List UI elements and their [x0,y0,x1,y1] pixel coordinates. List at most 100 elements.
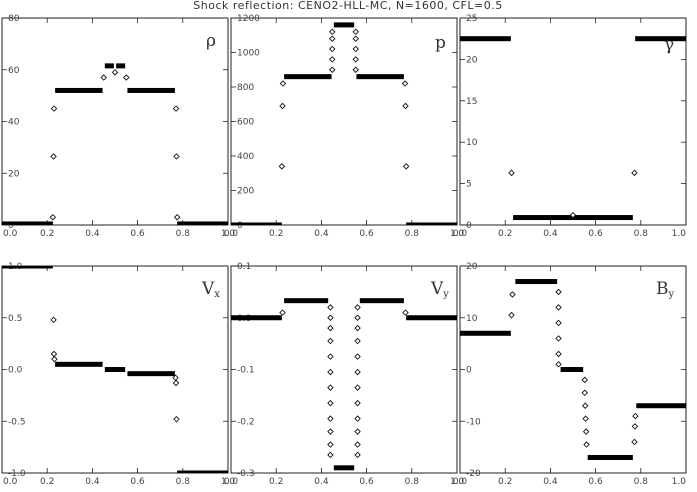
y-tick-label: -0.3 [237,469,255,479]
y-tick-label: 10 [466,314,478,324]
data-point [352,35,359,42]
data-segment [284,298,329,304]
plot-frame [230,265,458,474]
y-tick-label: -0.1 [237,366,255,376]
figure-title: Shock reflection: CENO2-HLL-MC, N=1600, … [193,0,502,12]
y-tick-label: 0 [466,221,472,231]
data-segment [515,279,558,285]
x-tick-label: 1.0 [221,477,236,487]
data-point [581,402,589,409]
plot-frame [1,17,229,226]
data-segment [2,266,53,269]
data-series [2,266,228,473]
x-tick-label: 0.2 [498,477,512,487]
data-point [50,105,58,112]
data-point [51,355,58,363]
x-tick-label: 0.6 [588,229,603,239]
data-point [329,28,336,36]
x-tick-label: 0.6 [359,229,374,239]
data-point [569,211,577,219]
data-point [329,66,336,73]
data-point [402,163,410,170]
data-segment [635,36,686,42]
data-point [327,399,334,407]
data-point [631,438,638,446]
y-tick-label: 800 [237,83,254,93]
data-point [327,415,334,422]
x-tick-label: 0.8 [634,229,649,239]
data-point [555,350,562,358]
x-tick-label: 1.0 [450,229,465,239]
data-segment [359,298,404,304]
x-tick-label: 0.4 [314,477,329,487]
plot-frame [230,17,458,226]
y-tick-label: 0 [466,366,472,376]
data-point [279,80,287,87]
data-point [327,428,334,435]
x-tick-label: 0.2 [269,229,283,239]
y-tick-label: 15 [466,97,477,107]
data-point [123,74,130,81]
data-point [509,291,516,298]
data-point [172,105,180,112]
data-point [111,69,119,76]
data-point [327,304,334,311]
data-point [354,441,361,448]
data-point [582,415,589,422]
data-segment [460,330,511,336]
data-point [352,45,359,53]
panel-label: Vx [201,279,220,300]
data-point [352,56,359,63]
y-tick-label: -1.0 [8,469,26,479]
x-tick-label: 0.8 [634,477,649,487]
data-point [354,399,361,407]
data-point [173,415,180,423]
data-segment [127,371,175,377]
data-point [583,441,590,448]
data-series [460,36,686,221]
y-tick-label: 20 [466,55,478,65]
data-point [50,316,57,324]
data-point [582,428,590,435]
x-tick-label: 0.2 [498,229,512,239]
x-tick-label: 1.0 [221,229,236,239]
data-point [354,314,361,321]
data-point [354,384,361,391]
data-segment [636,403,686,409]
y-tick-label: -0.2 [237,417,255,427]
data-point [327,451,334,459]
data-point [329,35,336,42]
x-tick-label: 0.8 [176,229,191,239]
data-point [632,412,639,420]
x-tick-label: 0.8 [405,477,420,487]
data-point [555,304,562,311]
y-tick-label: 1000 [237,49,260,59]
x-tick-label: 0.8 [405,229,420,239]
y-tick-label: 200 [237,187,254,197]
panel-1: 0.0 0.2 0.4 0.6 0.8 1.0 0 20 40 60 80 ρ [1,14,236,239]
x-tick-label: 0.4 [314,229,329,239]
data-point [555,361,562,368]
data-series [231,22,457,225]
data-point [631,423,639,430]
x-tick-label: 0.6 [359,477,374,487]
data-point [555,288,562,296]
data-point [278,163,286,170]
x-tick-label: 1.0 [450,477,465,487]
data-point [327,384,334,391]
x-tick-label: 0.2 [40,477,54,487]
data-segment [2,221,53,225]
data-point [279,309,286,316]
data-segment [55,87,103,93]
panel-label: Vy [430,279,449,300]
data-point [327,441,334,448]
data-point [354,337,361,345]
panel-4: 0.00.20.40.60.81.0-1.0-0.50.00.51.0Vx [1,262,236,487]
x-tick-label: 0.4 [85,229,100,239]
x-tick-label: 0.6 [588,477,603,487]
y-tick-label: 0 [237,221,243,231]
data-segment [55,361,103,367]
